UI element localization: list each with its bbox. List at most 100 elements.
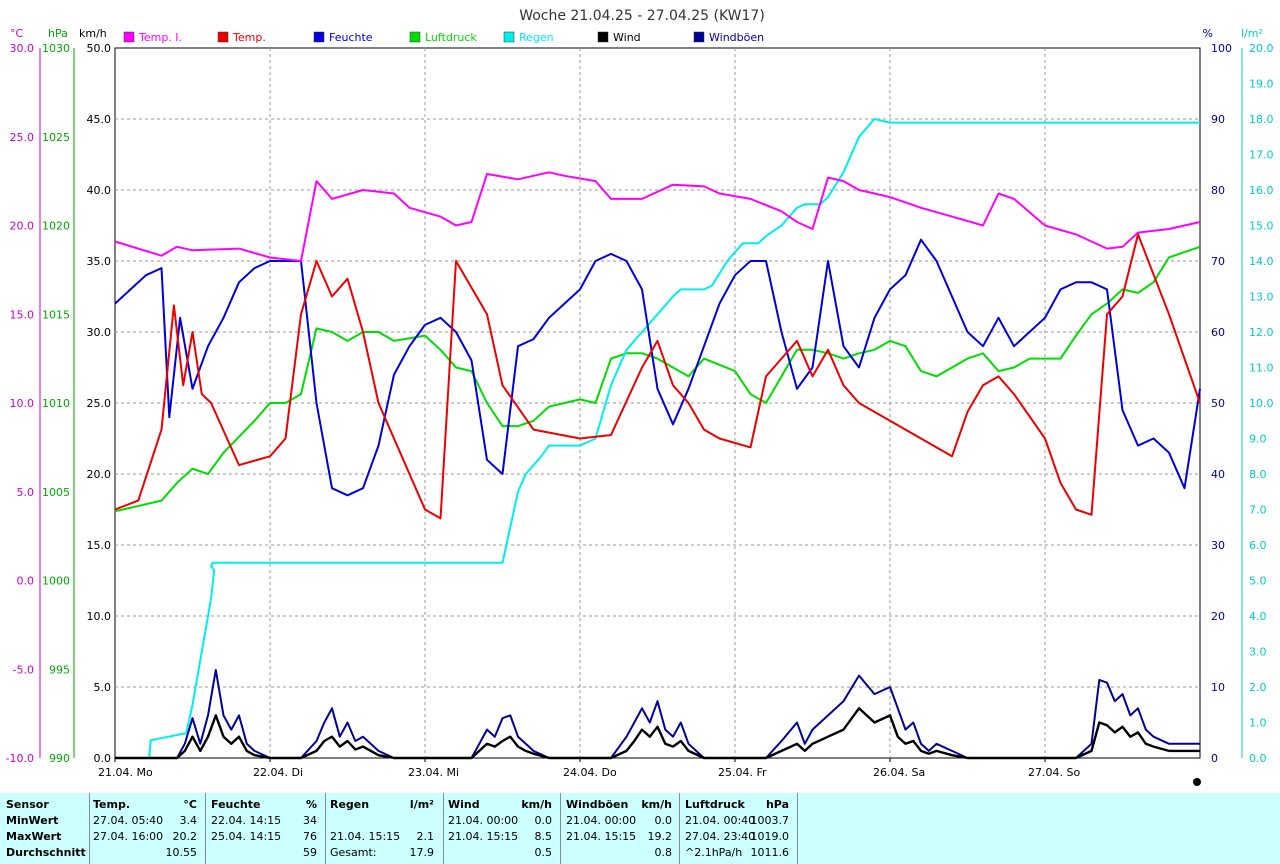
humidity-tick-label: 10: [1211, 681, 1225, 694]
hum-avg-val: 59: [303, 846, 317, 859]
hdr-hum-unit: %: [305, 798, 317, 811]
rain-max-time: 21.04. 15:15: [330, 830, 401, 843]
series-line-feuchte: [114, 238, 1201, 497]
wind-unit: km/h: [79, 27, 107, 40]
row-label-min: MinWert: [6, 814, 59, 827]
legend-label: Luftdruck: [425, 31, 477, 44]
rain-unit: l/m²: [1241, 27, 1263, 40]
rain-tick-label: 11.0: [1249, 362, 1274, 375]
gust-max-time: 21.04. 15:15: [566, 830, 637, 843]
wind-max-time: 21.04. 15:15: [448, 830, 519, 843]
pressure-tick-label: 1025: [42, 131, 70, 144]
hdr-rain-unit: l/m²: [409, 798, 434, 811]
wind-tick-label: 35.0: [87, 255, 112, 268]
wind-tick-label: 45.0: [87, 113, 112, 126]
pressure-tick-label: 1005: [42, 486, 70, 499]
press-trend: ^2.1hPa/h: [685, 846, 743, 859]
x-tick-label: 23.04. Mi: [408, 766, 459, 779]
temp-min-time: 27.04. 05:40: [93, 814, 164, 827]
temp-tick-label: 25.0: [10, 131, 35, 144]
hum-max-time: 25.04. 14:15: [211, 830, 282, 843]
hdr-wind: Wind: [448, 798, 480, 811]
pressure-tick-label: 990: [49, 752, 70, 765]
rain-tick-label: 0.0: [1249, 752, 1267, 765]
pressure-tick-label: 1010: [42, 397, 70, 410]
temp-avg-val: 10.55: [165, 846, 198, 859]
rain-tick-label: 2.0: [1249, 681, 1267, 694]
x-tick-label: 22.04. Di: [253, 766, 303, 779]
legend-swatch: [597, 31, 609, 43]
axis-ticks: 30.025.020.015.010.05.00.0-5.0-10.010301…: [6, 42, 1274, 765]
x-tick-label: 24.04. Do: [563, 766, 617, 779]
statistics-table: Sensor MinWert MaxWert Durchschnitt Temp…: [0, 793, 1280, 864]
row-label-avg: Durchschnitt: [6, 846, 86, 859]
hdr-sensor: Sensor: [6, 798, 49, 811]
legend-swatch: [217, 31, 229, 43]
x-tick-label: 21.04. Mo: [98, 766, 153, 779]
hdr-rain: Regen: [330, 798, 370, 811]
x-tick-label: 26.04. Sa: [873, 766, 925, 779]
row-label-max: MaxWert: [6, 830, 62, 843]
legend-swatch: [409, 31, 421, 43]
chart-title: Woche 21.04.25 - 27.04.25 (KW17): [519, 8, 765, 24]
wind-tick-label: 15.0: [87, 539, 112, 552]
gust-max-val: 19.2: [647, 830, 673, 843]
hdr-gust-unit: km/h: [641, 798, 672, 811]
x-axis-labels: 21.04. Mo 22.04. Di 23.04. Mi 24.04. Do 25.0…: [98, 758, 1080, 779]
rain-tick-label: 13.0: [1249, 291, 1274, 304]
humidity-tick-label: 70: [1211, 255, 1225, 268]
hum-min-time: 22.04. 14:15: [211, 814, 282, 827]
humidity-tick-label: 80: [1211, 184, 1225, 197]
rain-tick-label: 15.0: [1249, 220, 1274, 233]
humidity-tick-label: 100: [1211, 42, 1232, 55]
rain-max-val: 2.1: [416, 830, 435, 843]
series-line-luftdruck: [114, 245, 1201, 513]
rain-tick-label: 8.0: [1249, 468, 1267, 481]
humidity-tick-label: 0: [1211, 752, 1218, 765]
humidity-tick-label: 50: [1211, 397, 1225, 410]
wind-tick-label: 40.0: [87, 184, 112, 197]
rain-tick-label: 5.0: [1249, 575, 1267, 588]
legend-swatch: [693, 31, 705, 43]
temp-max-val: 20.2: [172, 830, 198, 843]
hdr-temp: Temp.: [93, 798, 131, 811]
legend-swatch: [313, 31, 325, 43]
humidity-tick-label: 90: [1211, 113, 1225, 126]
humidity-tick-label: 20: [1211, 610, 1225, 623]
press-avg-val: 1011.6: [750, 846, 790, 859]
wind-tick-label: 20.0: [87, 468, 112, 481]
rain-total-val: 17.9: [409, 846, 435, 859]
legend-label: Feuchte: [329, 31, 373, 44]
temp-tick-label: -5.0: [13, 663, 34, 676]
temp-tick-label: -10.0: [6, 752, 34, 765]
wind-min-time: 21.04. 00:00: [448, 814, 519, 827]
pressure-tick-label: 1000: [42, 575, 70, 588]
wind-min-val: 0.0: [534, 814, 553, 827]
series-line-wind: [115, 707, 1200, 760]
temp-tick-label: 30.0: [10, 42, 35, 55]
hum-max-val: 76: [303, 830, 317, 843]
wind-avg-val: 0.5: [534, 846, 553, 859]
pressure-tick-label: 1020: [42, 220, 70, 233]
pressure-tick-label: 1030: [42, 42, 70, 55]
legend-swatch: [123, 31, 135, 43]
x-tick-label: 25.04. Fr: [718, 766, 767, 779]
axis-unit-labels: °C hPa km/h% l/m²: [10, 27, 1263, 40]
gust-min-val: 0.0: [654, 814, 673, 827]
rain-tick-label: 16.0: [1249, 184, 1274, 197]
legend-label: Temp.: [232, 31, 266, 44]
legend-label: Windböen: [709, 31, 764, 44]
wind-tick-label: 0.0: [94, 752, 112, 765]
weather-week-chart: Woche 21.04.25 - 27.04.25 (KW17) Temp. I…: [6, 8, 1274, 786]
press-max-time: 27.04. 23:40: [685, 830, 756, 843]
hdr-press: Luftdruck: [685, 798, 745, 811]
rain-tick-label: 17.0: [1249, 149, 1274, 162]
humidity-unit: %: [1203, 27, 1213, 40]
hdr-temp-unit: °C: [183, 798, 197, 811]
temp-unit: °C: [10, 27, 24, 40]
rain-total-label: Gesamt:: [330, 846, 377, 859]
rain-tick-label: 18.0: [1249, 113, 1274, 126]
temp-max-time: 27.04. 16:00: [93, 830, 164, 843]
humidity-tick-label: 30: [1211, 539, 1225, 552]
wind-tick-label: 30.0: [87, 326, 112, 339]
